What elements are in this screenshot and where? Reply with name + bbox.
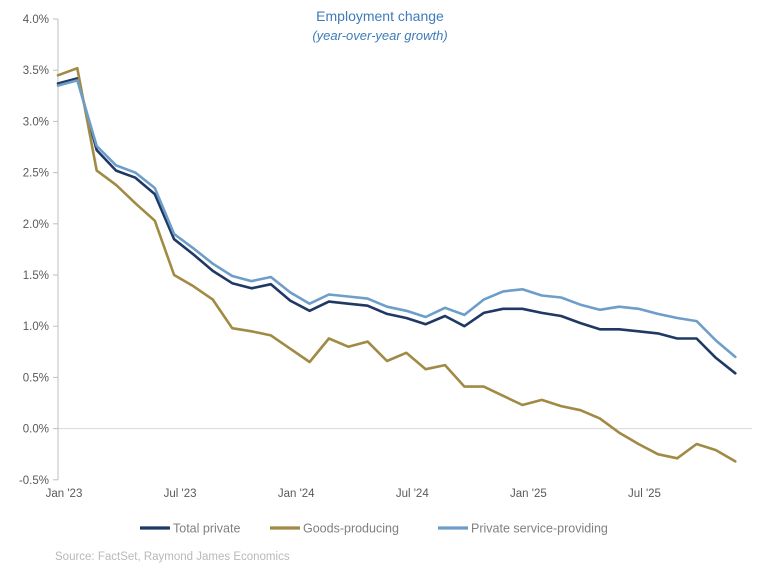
legend-label: Private service-providing — [471, 522, 608, 536]
legend-label: Total private — [173, 522, 240, 536]
x-tick-label: Jan '23 — [46, 488, 83, 500]
x-tick-label: Jul '23 — [164, 488, 197, 500]
y-tick-label: 0.0% — [23, 424, 49, 436]
legend: Total private Goods-producing Private serv… — [140, 522, 608, 536]
x-tick-label: Jul '25 — [628, 488, 661, 500]
y-tick-label: -0.5% — [19, 475, 49, 487]
chart-subtitle: (year-over-year growth) — [312, 28, 447, 43]
x-axis: Jan '23 Jul '23 Jan '24 Jul '24 Jan '25 Jul '… — [46, 488, 661, 500]
y-tick-label: 4.0% — [23, 14, 49, 26]
series-lines — [56, 66, 737, 463]
series-line-goods-producing — [56, 66, 737, 463]
x-tick-label: Jan '24 — [278, 488, 315, 500]
x-tick-label: Jan '25 — [510, 488, 547, 500]
y-tick-label: 0.5% — [23, 372, 49, 384]
y-tick-label: 2.5% — [23, 168, 49, 180]
y-tick-label: 1.5% — [23, 270, 49, 282]
source-note: Source: FactSet, Raymond James Economics — [55, 551, 290, 563]
y-tick-label: 2.0% — [23, 219, 49, 231]
x-tick-label: Jul '24 — [396, 488, 429, 500]
y-tick-label: 3.0% — [23, 116, 49, 128]
series-line-total-private — [56, 77, 737, 375]
chart-title: Employment change — [316, 8, 444, 24]
series-line-private-service-providing — [56, 79, 737, 359]
y-axis: 4.0% 3.5% 3.0% 2.5% 2.0% 1.5% 1.0% 0.5% 0.0% -0.5… — [19, 14, 59, 487]
y-tick-label: 1.0% — [23, 321, 49, 333]
y-tick-label: 3.5% — [23, 65, 49, 77]
legend-label: Goods-producing — [303, 522, 399, 536]
